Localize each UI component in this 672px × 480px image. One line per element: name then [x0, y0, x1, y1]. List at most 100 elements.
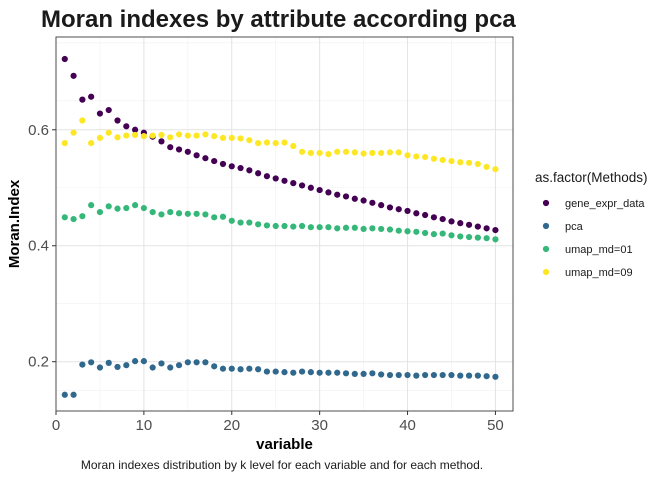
point-pca: [492, 373, 499, 380]
point-pca: [334, 369, 341, 376]
point-umap-md-01: [131, 202, 139, 209]
point-gene-expr-data: [386, 204, 394, 211]
point-umap-md-09: [422, 153, 429, 161]
point-umap-md-01: [351, 224, 358, 231]
point-umap-md-09: [281, 139, 288, 146]
point-umap-md-01: [70, 215, 77, 223]
point-umap-md-01: [342, 224, 350, 231]
point-umap-md-09: [79, 117, 86, 124]
point-pca: [272, 368, 279, 375]
point-umap-md-01: [298, 222, 306, 230]
point-pca: [149, 364, 156, 371]
point-umap-md-01: [149, 209, 156, 216]
point-umap-md-01: [316, 224, 323, 231]
point-umap-md-09: [483, 163, 490, 170]
point-gene-expr-data: [70, 72, 77, 79]
point-umap-md-01: [430, 231, 438, 238]
point-umap-md-01: [413, 228, 420, 235]
point-gene-expr-data: [184, 148, 191, 155]
point-umap-md-01: [123, 204, 130, 212]
point-umap-md-09: [175, 131, 183, 138]
point-gene-expr-data: [114, 117, 121, 124]
point-pca: [79, 361, 86, 368]
point-umap-md-01: [386, 226, 394, 233]
point-umap-md-01: [79, 213, 86, 220]
x-tick-label: 20: [223, 417, 240, 434]
point-pca: [413, 372, 420, 379]
y-axis-title: Moran.Index: [6, 179, 23, 268]
point-gene-expr-data: [88, 93, 95, 100]
point-umap-md-01: [228, 217, 235, 224]
point-umap-md-09: [474, 160, 481, 168]
point-gene-expr-data: [272, 175, 279, 182]
point-umap-md-09: [272, 140, 279, 147]
point-gene-expr-data: [123, 123, 130, 130]
point-umap-md-09: [237, 135, 244, 142]
point-gene-expr-data: [378, 202, 385, 209]
point-gene-expr-data: [351, 195, 358, 202]
axis-ticks: 0 10 20 30 40 50 0.2 0.4 0.6: [28, 122, 504, 434]
point-umap-md-01: [140, 204, 147, 212]
point-pca: [360, 370, 367, 377]
legend-key: [542, 222, 550, 230]
point-pca: [474, 372, 481, 379]
point-gene-expr-data: [439, 215, 446, 223]
point-umap-md-01: [167, 209, 174, 216]
point-umap-md-01: [211, 214, 218, 221]
point-umap-md-01: [105, 203, 112, 210]
point-umap-md-09: [378, 149, 385, 157]
data-points: [61, 55, 499, 398]
point-pca: [167, 364, 174, 371]
y-tick-label: 0.4: [28, 238, 49, 255]
chart-title: Moran indexes by attribute according pca: [41, 6, 516, 33]
point-umap-md-09: [140, 133, 147, 140]
point-pca: [114, 363, 121, 371]
point-umap-md-09: [88, 140, 95, 147]
legend-label: umap_md=01: [565, 244, 633, 256]
point-umap-md-09: [263, 139, 271, 146]
point-pca: [219, 365, 227, 372]
point-umap-md-09: [211, 133, 218, 140]
point-pca: [123, 362, 130, 369]
x-axis-title: variable: [256, 436, 313, 453]
point-pca: [448, 371, 455, 379]
point-pca: [325, 369, 332, 376]
point-umap-md-01: [184, 210, 191, 217]
point-umap-md-09: [465, 159, 473, 166]
point-pca: [316, 369, 323, 376]
point-pca: [96, 364, 104, 371]
point-gene-expr-data: [448, 218, 455, 225]
point-pca: [193, 359, 200, 366]
legend-label: umap_md=09: [565, 267, 633, 279]
point-umap-md-09: [413, 153, 420, 160]
point-gene-expr-data: [263, 173, 271, 180]
point-gene-expr-data: [167, 144, 174, 151]
point-umap-md-09: [395, 149, 402, 156]
point-umap-md-09: [255, 140, 262, 147]
point-umap-md-01: [439, 230, 446, 237]
point-umap-md-01: [457, 233, 464, 240]
point-umap-md-01: [422, 229, 429, 237]
plot-panel-border: [55, 36, 514, 412]
y-tick-label: 0.6: [28, 122, 49, 139]
point-umap-md-09: [342, 148, 350, 155]
point-umap-md-01: [465, 233, 473, 241]
point-gene-expr-data: [465, 221, 473, 228]
point-gene-expr-data: [175, 146, 183, 153]
point-pca: [70, 391, 77, 398]
point-umap-md-09: [492, 166, 499, 173]
point-umap-md-09: [131, 131, 139, 139]
point-pca: [395, 371, 402, 379]
point-umap-md-09: [105, 129, 112, 136]
point-pca: [255, 366, 262, 373]
point-pca: [211, 363, 218, 370]
point-umap-md-09: [457, 159, 464, 166]
point-umap-md-01: [307, 224, 314, 231]
point-gene-expr-data: [404, 207, 411, 215]
point-pca: [307, 369, 314, 376]
point-umap-md-09: [351, 149, 358, 156]
point-pca: [369, 370, 376, 377]
x-tick-label: 0: [52, 417, 60, 434]
x-tick-label: 40: [399, 417, 416, 434]
